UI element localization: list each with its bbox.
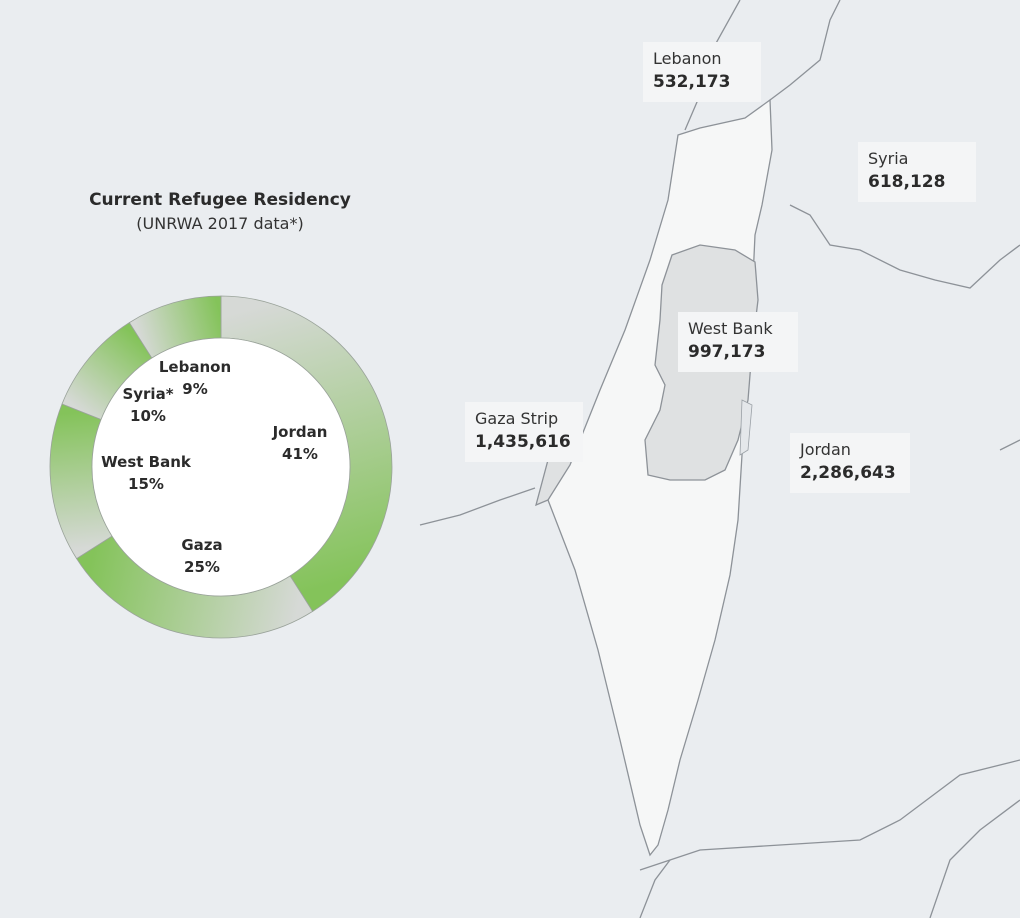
region-name: Gaza Strip	[475, 409, 559, 428]
region-card-west-bank: West Bank 997,173	[678, 312, 798, 372]
region-name: Lebanon	[653, 49, 722, 68]
region-value: 618,128	[868, 172, 946, 192]
region-name: Jordan	[800, 440, 851, 459]
chart-title: Current Refugee Residency	[89, 190, 351, 210]
region-value: 532,173	[653, 72, 731, 92]
donut-chart	[49, 295, 393, 639]
region-name: West Bank	[688, 319, 773, 338]
slice-label-gaza: Gaza 25%	[181, 536, 223, 576]
region-card-lebanon: Lebanon 532,173	[643, 42, 761, 102]
region-value: 997,173	[688, 342, 766, 362]
dead-sea-shape	[739, 399, 753, 456]
region-card-syria: Syria 618,128	[858, 142, 976, 202]
region-card-gaza-strip: Gaza Strip 1,435,616	[465, 402, 583, 462]
chart-subtitle: (UNRWA 2017 data*)	[136, 214, 304, 233]
slice-label-jordan: Jordan 41%	[272, 423, 328, 463]
chart-title-block: Current Refugee Residency (UNRWA 2017 da…	[40, 190, 400, 233]
region-value: 2,286,643	[800, 463, 896, 483]
donut-hole	[91, 337, 351, 597]
slice-label-west-bank: West Bank 15%	[101, 453, 191, 493]
country-borders	[419, 0, 1020, 918]
region-name: Syria	[868, 149, 909, 168]
region-card-jordan: Jordan 2,286,643	[790, 433, 910, 493]
region-value: 1,435,616	[475, 432, 571, 452]
slice-label-syria: Syria* 10%	[122, 385, 174, 425]
slice-label-lebanon: Lebanon 9%	[158, 358, 232, 398]
